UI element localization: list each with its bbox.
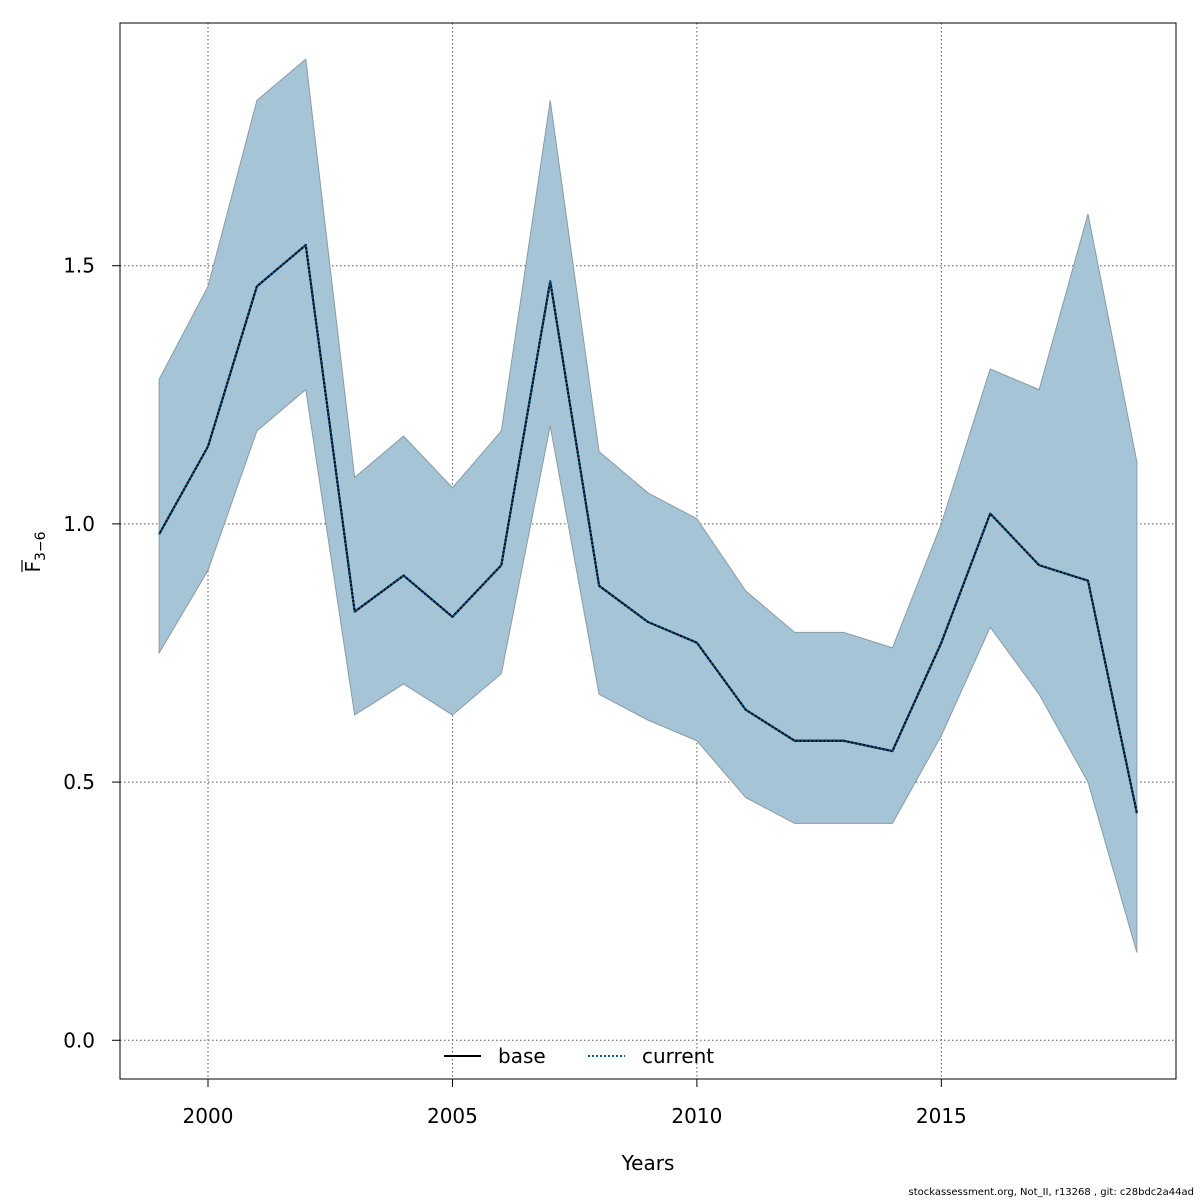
x-axis-title: Years [621,1151,675,1175]
tick-labels: 2000 2005 2010 2015 0.0 0.5 1.0 1.5 [63,254,967,1128]
x-tick-label: 2010 [671,1104,722,1128]
series-line-current-base [158,244,1138,814]
y-tick-label: 0.5 [63,770,95,794]
y-axis-title: F3−6 [21,531,49,572]
legend-item-current: current [588,1044,714,1068]
legend-item-base: base [444,1044,546,1068]
legend-label: base [498,1044,546,1068]
footer-note: stockassessment.org, Not_II, r13268 , gi… [908,1187,1194,1198]
legend: base current [444,1044,714,1068]
y-tick-label: 0.0 [63,1028,95,1052]
y-axis-title-main: F [21,561,45,573]
series-group-current [158,244,1138,814]
x-tick-label: 2005 [427,1104,478,1128]
y-tick-label: 1.5 [63,254,95,278]
axes [119,22,1177,1080]
y-axis-title-sub: 3−6 [33,531,49,561]
confidence-band [158,58,1138,953]
series-layer [158,244,1138,814]
plot-frame [119,22,1177,1080]
legend-label: current [642,1044,714,1068]
x-tick-label: 2000 [183,1104,234,1128]
x-tick-label: 2015 [916,1104,967,1128]
y-tick-label: 1.0 [63,512,95,536]
svg-text:F3−6: F3−6 [21,531,49,572]
confidence-band-layer [158,58,1138,953]
